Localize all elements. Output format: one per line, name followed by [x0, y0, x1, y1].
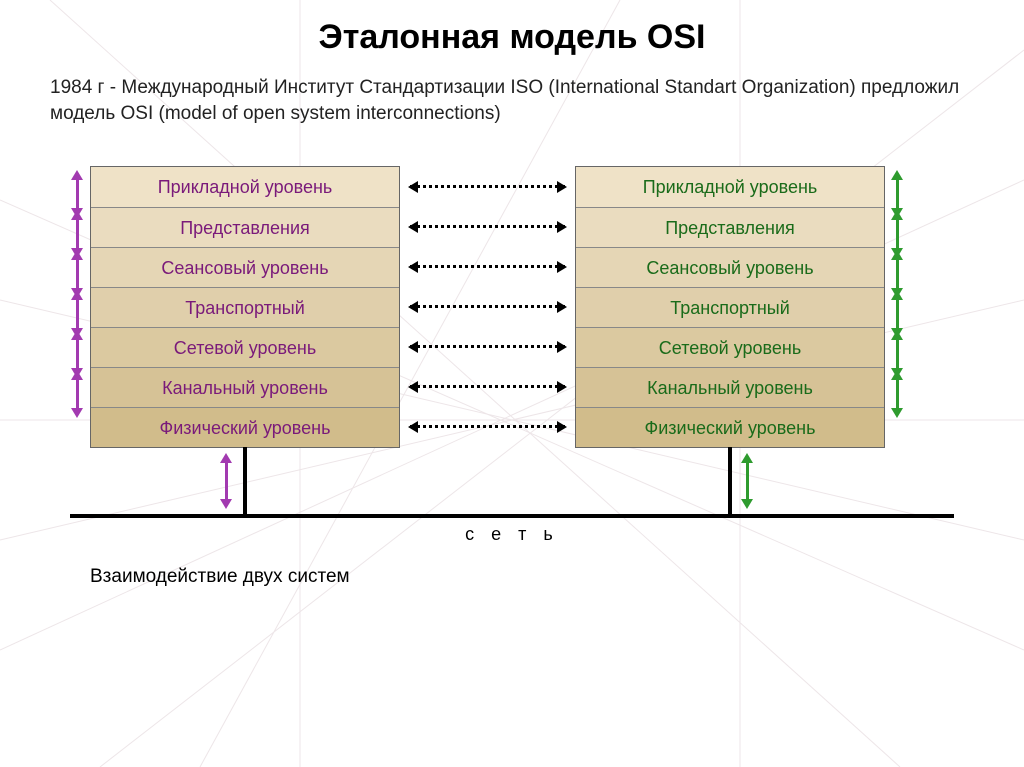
layer-arrow	[76, 258, 79, 290]
drop-line-left	[243, 447, 247, 517]
subtitle-text: 1984 г - Международный Институт Стандарт…	[0, 57, 1024, 126]
peer-arrow	[410, 286, 565, 326]
peer-arrow	[410, 206, 565, 246]
osi-layer: Физический уровень	[91, 407, 399, 447]
peer-arrow	[410, 166, 565, 206]
osi-layer: Сеансовый уровень	[576, 247, 884, 287]
layer-arrow	[896, 378, 899, 410]
page-title: Эталонная модель OSI	[0, 0, 1024, 57]
net-arrow-right	[746, 461, 749, 501]
osi-layer: Транспортный	[91, 287, 399, 327]
drop-line-right	[728, 447, 732, 517]
osi-layer: Физический уровень	[576, 407, 884, 447]
osi-layer: Канальный уровень	[91, 367, 399, 407]
osi-diagram: Прикладной уровеньПредставленияСеансовый…	[0, 166, 1024, 626]
osi-layer: Сетевой уровень	[576, 327, 884, 367]
osi-layer: Сетевой уровень	[91, 327, 399, 367]
layer-arrow	[896, 298, 899, 330]
layer-arrow	[896, 338, 899, 370]
peer-arrow	[410, 246, 565, 286]
diagram-caption: Взаимодействие двух систем	[90, 566, 350, 588]
vertical-arrows-left	[68, 166, 88, 446]
osi-stack-right: Прикладной уровеньПредставленияСеансовый…	[575, 166, 885, 448]
osi-layer: Прикладной уровень	[576, 167, 884, 207]
layer-arrow	[76, 298, 79, 330]
layer-arrow	[76, 378, 79, 410]
vertical-arrows-right	[888, 166, 908, 446]
osi-layer: Прикладной уровень	[91, 167, 399, 207]
osi-layer: Представления	[91, 207, 399, 247]
peer-arrow	[410, 406, 565, 446]
layer-arrow	[896, 218, 899, 250]
layer-arrow	[76, 338, 79, 370]
osi-layer: Транспортный	[576, 287, 884, 327]
layer-arrow	[896, 258, 899, 290]
osi-layer: Представления	[576, 207, 884, 247]
layer-arrow	[896, 178, 899, 210]
peer-arrow	[410, 326, 565, 366]
peer-arrow	[410, 366, 565, 406]
osi-stack-left: Прикладной уровеньПредставленияСеансовый…	[90, 166, 400, 448]
network-label: с е т ь	[0, 524, 1024, 545]
layer-arrow	[76, 178, 79, 210]
layer-arrow	[76, 218, 79, 250]
osi-layer: Сеансовый уровень	[91, 247, 399, 287]
net-arrow-left	[225, 461, 228, 501]
osi-layer: Канальный уровень	[576, 367, 884, 407]
network-line	[70, 514, 954, 518]
